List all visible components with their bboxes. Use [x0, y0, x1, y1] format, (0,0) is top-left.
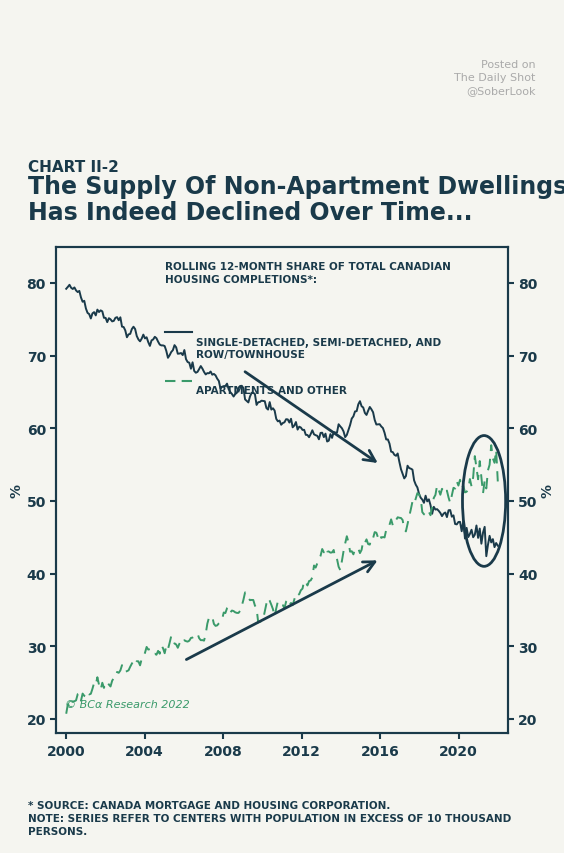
Text: APARTMENTS AND OTHER: APARTMENTS AND OTHER [196, 386, 347, 396]
Y-axis label: %: % [10, 484, 24, 497]
Text: © BCα Research 2022: © BCα Research 2022 [65, 699, 190, 709]
Text: SINGLE-DETACHED, SEMI-DETACHED, AND
ROW/TOWNHOUSE: SINGLE-DETACHED, SEMI-DETACHED, AND ROW/… [196, 337, 442, 360]
Y-axis label: %: % [540, 484, 554, 497]
Text: ROLLING 12-MONTH SHARE OF TOTAL CANADIAN
HOUSING COMPLETIONS*:: ROLLING 12-MONTH SHARE OF TOTAL CANADIAN… [165, 262, 451, 284]
Text: * SOURCE: CANADA MORTGAGE AND HOUSING CORPORATION.
NOTE: SERIES REFER TO CENTERS: * SOURCE: CANADA MORTGAGE AND HOUSING CO… [28, 799, 512, 836]
Text: The Supply Of Non-Apartment Dwellings
Has Indeed Declined Over Time...: The Supply Of Non-Apartment Dwellings Ha… [28, 175, 564, 224]
Text: Posted on
The Daily Shot
@SoberLook: Posted on The Daily Shot @SoberLook [455, 60, 536, 96]
Text: CHART II-2: CHART II-2 [28, 160, 119, 175]
